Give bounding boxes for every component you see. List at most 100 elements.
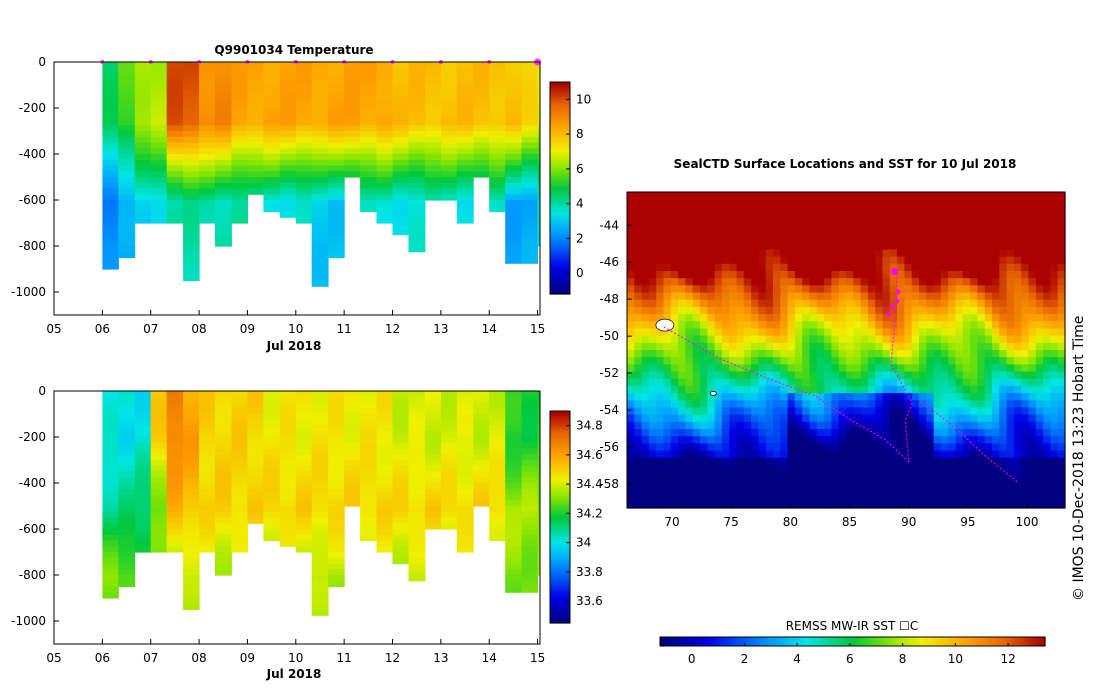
section-cell: [134, 113, 152, 121]
sst-colorbar-swatch: [1006, 637, 1010, 646]
section-cell: [408, 448, 426, 455]
section-cell: [440, 460, 458, 467]
sst-cell: [977, 271, 986, 279]
sst-cell: [940, 357, 949, 365]
sst-cell: [721, 421, 730, 430]
sst-cell: [875, 450, 884, 459]
section-cell: [295, 136, 313, 144]
section-cell: [521, 108, 539, 115]
sst-cell: [911, 500, 920, 509]
sst-cell: [1050, 242, 1059, 251]
sst-cell: [984, 227, 993, 236]
section-cell: [263, 194, 281, 201]
sst-cell: [853, 249, 862, 258]
sst-cell: [962, 385, 971, 394]
sst-cell: [787, 192, 796, 200]
section-cell: [440, 517, 458, 524]
sst-cell: [736, 457, 745, 466]
section-cell: [166, 85, 184, 92]
section-cell: [328, 119, 345, 126]
sst-cell: [1057, 263, 1066, 272]
sst-cell: [758, 378, 767, 387]
sst-cell: [940, 479, 949, 488]
sst-colorbar-swatch: [921, 637, 925, 646]
section-cell: [183, 431, 200, 438]
sst-cell: [670, 364, 679, 373]
sst-cell: [838, 314, 847, 322]
sst-colorbar-swatch: [970, 637, 974, 646]
sst-cell: [714, 493, 723, 502]
sst-colorbar-swatch: [978, 637, 982, 646]
colorbar-swatch: [550, 577, 570, 580]
section-cell: [489, 465, 506, 473]
sst-cell: [897, 235, 905, 243]
sst-cell: [787, 299, 796, 308]
section-cell: [537, 205, 541, 213]
colorbar-swatch: [550, 232, 570, 235]
section-cell: [505, 142, 523, 149]
section-cell: [473, 90, 490, 98]
colorbar-tick-label: 0: [576, 266, 584, 280]
sst-cell: [678, 249, 686, 258]
sst-cell: [867, 472, 876, 480]
section-cell: [489, 471, 506, 478]
section-cell: [537, 125, 541, 132]
sst-cell: [838, 249, 847, 258]
colorbar-swatch: [550, 142, 570, 145]
sst-cell: [867, 306, 876, 315]
sst-cell: [780, 242, 789, 251]
section-cell: [166, 108, 184, 115]
sst-colorbar-swatch: [829, 637, 833, 646]
sst-cell: [751, 457, 759, 466]
sst-cell: [648, 450, 657, 459]
sst-cell: [1050, 285, 1059, 294]
section-cell: [247, 517, 264, 524]
section-cell: [166, 534, 184, 542]
sst-cell: [714, 443, 723, 452]
sst-cell: [999, 400, 1008, 409]
sst-cell: [926, 263, 935, 272]
sst-cell: [780, 227, 789, 236]
sst-cell: [751, 278, 759, 286]
sst-cell: [1043, 393, 1051, 401]
sst-cell: [838, 414, 847, 423]
sst-cell: [962, 314, 971, 322]
section-cell: [440, 448, 458, 455]
sst-cell: [1006, 393, 1015, 401]
sst-cell: [962, 486, 971, 495]
sst-cell: [787, 385, 796, 394]
section-cell: [183, 263, 200, 270]
section-cell: [134, 131, 152, 138]
sst-cell: [1043, 378, 1051, 387]
sst-cell: [984, 235, 993, 243]
sst-cell: [853, 464, 862, 473]
colorbar-swatch: [550, 515, 570, 518]
sst-cell: [831, 199, 840, 207]
sst-cell: [773, 393, 781, 401]
section-cell: [505, 165, 523, 172]
sst-cell: [656, 450, 665, 459]
sst-cell: [846, 271, 854, 279]
sst-cell: [765, 393, 774, 401]
section-cell: [150, 200, 168, 207]
section-cell: [360, 171, 377, 178]
section-cell: [376, 154, 393, 161]
sst-cell: [955, 199, 964, 207]
sst-cell: [1035, 314, 1044, 322]
sst-cell: [875, 206, 884, 215]
section-cell: [231, 454, 248, 461]
section-cell: [102, 442, 119, 450]
sst-cell: [999, 457, 1008, 466]
sst-cell: [685, 385, 694, 394]
sst-cell: [743, 235, 752, 243]
section-cell: [118, 73, 136, 80]
section-cell: [295, 102, 313, 109]
section-cell: [183, 182, 200, 190]
sst-cell: [729, 299, 738, 308]
sst-cell: [707, 192, 716, 200]
sst-cell: [780, 450, 789, 459]
sst-cell: [700, 328, 708, 337]
sst-cell: [1028, 278, 1037, 286]
colorbar-swatch: [550, 419, 570, 422]
sst-cell: [743, 364, 752, 373]
